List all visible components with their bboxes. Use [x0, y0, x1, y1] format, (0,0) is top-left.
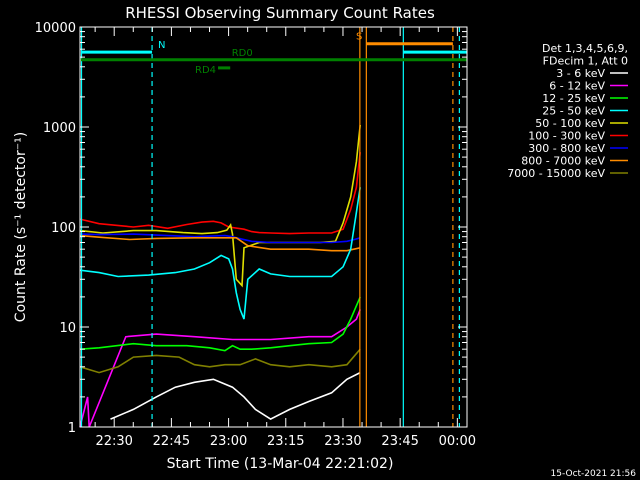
- legend: Det 1,3,4,5,6,9,FDecim 1, Att 03 - 6 keV…: [507, 42, 628, 180]
- x-axis-label: Start Time (13-Mar-04 22:21:02): [167, 456, 394, 472]
- x-tick-label-7: 00:00: [439, 434, 476, 449]
- legend-entry-label-1: 3 - 6 keV: [556, 67, 605, 80]
- state-bar-label-5: RD4: [195, 65, 216, 76]
- y-tick-label-5: 10000: [35, 21, 76, 36]
- footer-date: 15-Oct-2021 21:56: [551, 469, 637, 479]
- x-tick-label-2: 22:45: [153, 434, 190, 449]
- y-tick-label-1: 1: [68, 421, 76, 436]
- series-line-8: [79, 348, 361, 374]
- series-line-9: [110, 371, 361, 421]
- y-tick-label-2: 10: [59, 321, 76, 336]
- y-axis-label: Count Rate (s⁻¹ detector⁻¹): [13, 132, 29, 322]
- legend-entry-label-6: 100 - 300 keV: [528, 130, 605, 143]
- x-tick-label-6: 23:45: [381, 434, 418, 449]
- legend-entry-label-3: 12 - 25 keV: [542, 92, 605, 105]
- legend-entry-label-9: 7000 - 15000 keV: [507, 167, 605, 180]
- legend-entry-label-2: 6 - 12 keV: [549, 80, 605, 93]
- legend-entry-label-4: 25 - 50 keV: [542, 105, 605, 118]
- state-bar-label-4: RD0: [232, 48, 253, 59]
- series-line-7: [79, 296, 361, 352]
- x-tick-label-3: 23:00: [210, 434, 247, 449]
- legend-header-line-2: FDecim 1, Att 0: [543, 55, 628, 68]
- axis-layer: 1 10 100 1000 10000 22:30 22:45 23:00 23:15 23:30…: [35, 21, 476, 449]
- x-tick-label-1: 22:30: [95, 434, 132, 449]
- y-tick-label-4: 1000: [43, 121, 76, 136]
- x-tick-label-4: 23:15: [267, 434, 304, 449]
- series-line-4: [79, 234, 361, 252]
- legend-header-line-1: Det 1,3,4,5,6,9,: [542, 42, 628, 55]
- y-tick-label-3: 100: [51, 221, 76, 236]
- legend-entry-label-5: 50 - 100 keV: [535, 117, 605, 130]
- state-bar-label-3: S: [356, 32, 362, 43]
- series-line-5: [79, 187, 361, 320]
- state-bar-label-1: N: [158, 40, 165, 51]
- chart-title: RHESSI Observing Summary Count Rates: [125, 4, 435, 22]
- legend-entry-label-8: 800 - 7000 keV: [521, 155, 605, 168]
- legend-entry-label-7: 300 - 800 keV: [528, 142, 605, 155]
- state-bar-layer: N S RD0 RD4: [80, 32, 467, 76]
- series-line-2: [79, 124, 361, 288]
- x-tick-label-5: 23:30: [324, 434, 361, 449]
- marker-layer: [80, 27, 460, 427]
